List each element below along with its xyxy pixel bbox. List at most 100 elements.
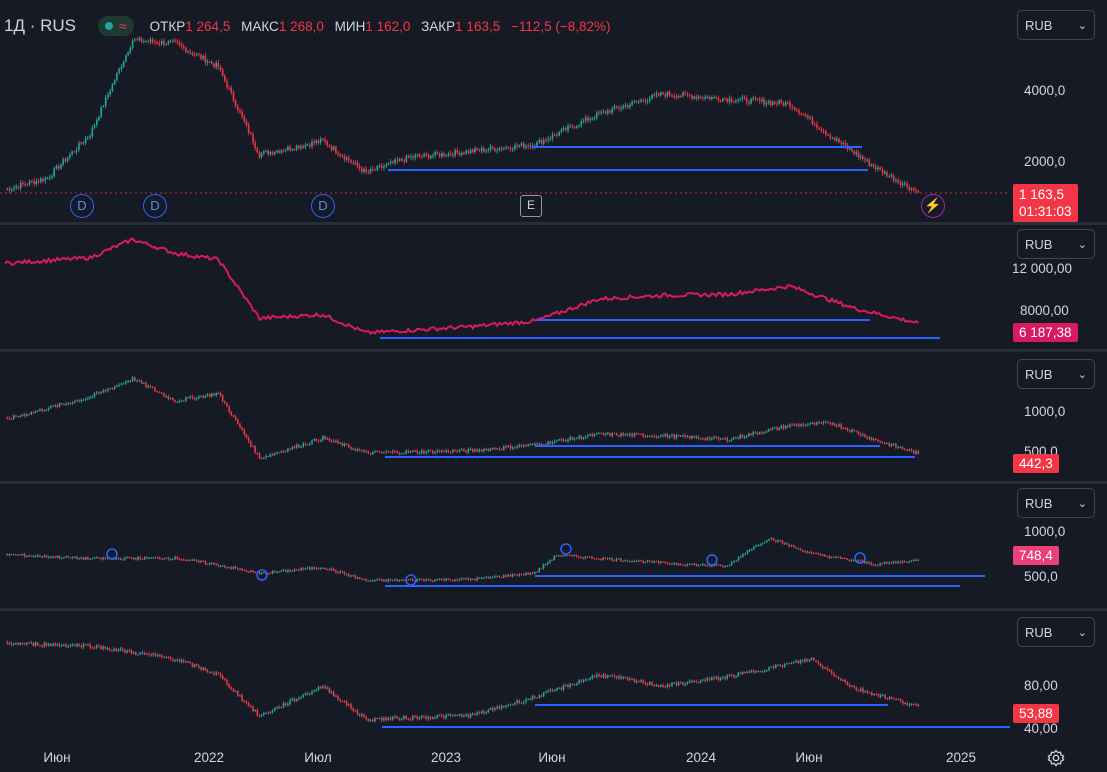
earnings-marker[interactable]: E (520, 195, 542, 217)
candle-body (673, 434, 675, 439)
candle-body (779, 540, 782, 542)
time-axis[interactable]: Июн 2022 Июл 2023 Июн 2024 Июн 2025 (0, 744, 1107, 772)
candle-body (87, 644, 89, 646)
candle-body (593, 118, 596, 120)
dividend-dot-icon[interactable] (854, 552, 866, 564)
candle-body (165, 44, 167, 46)
candle-body (306, 444, 309, 446)
market-status[interactable]: ≈ (97, 16, 134, 36)
candle-body (185, 397, 187, 401)
candle-body (93, 125, 96, 128)
candle-body (26, 556, 28, 557)
currency-select[interactable]: RUB ⌄ (1017, 617, 1095, 647)
candle-body (569, 437, 571, 440)
candle-body (798, 424, 800, 427)
candle-body (412, 579, 414, 581)
candle-body (161, 655, 163, 658)
candle-body (759, 671, 762, 673)
candle-body (350, 575, 352, 577)
candle-body (145, 382, 147, 387)
candle-body (507, 704, 509, 706)
candle-body (611, 433, 613, 436)
candle-body (156, 557, 159, 559)
currency-select[interactable]: RUB ⌄ (1017, 359, 1095, 389)
candle-body (620, 108, 622, 109)
dividend-marker[interactable]: D (70, 194, 94, 218)
candle-body (128, 650, 131, 652)
candle-body (821, 554, 824, 556)
stock-pane-3[interactable]: RUB ⌄ 1000,0 500,0 442,3 (0, 352, 1107, 484)
candle-body (750, 433, 752, 436)
currency-select[interactable]: RUB ⌄ (1017, 10, 1095, 40)
dividend-marker[interactable]: D (311, 194, 335, 218)
candle-body (284, 703, 287, 706)
candle-body (328, 438, 331, 441)
candle-body (589, 556, 591, 558)
candle-body (54, 643, 56, 646)
candle-body (489, 577, 492, 579)
lightning-icon[interactable]: ⚡ (921, 194, 945, 218)
candle-body (498, 148, 501, 151)
candle-body (640, 680, 642, 682)
candle-body (206, 394, 209, 396)
index-chart-svg[interactable] (0, 225, 1010, 349)
candle-body (15, 554, 17, 556)
currency-select[interactable]: RUB ⌄ (1017, 229, 1095, 259)
candle-body (282, 150, 285, 152)
series-2 (6, 376, 920, 460)
candle-body (339, 699, 341, 701)
main-price-pane[interactable]: RUB ⌄ 4000,0 2000,0 1 163,5 01:31:03 D D … (0, 0, 1107, 225)
candle-body (293, 149, 296, 151)
dividend-dot-icon[interactable] (405, 574, 417, 586)
candle-body (198, 560, 200, 563)
candle-body (427, 450, 430, 452)
dividend-marker[interactable]: D (143, 194, 167, 218)
settings-gear-icon[interactable] (1047, 749, 1065, 767)
candle-body (130, 557, 133, 559)
candle-body (877, 564, 879, 566)
stock-chart-svg-5[interactable] (0, 611, 1010, 744)
stock-chart-svg-3[interactable] (0, 352, 1010, 481)
candle-body (866, 159, 868, 161)
candle-body (178, 42, 181, 45)
dividend-dot-icon[interactable] (256, 569, 268, 581)
candle-body (509, 148, 512, 150)
index-pane[interactable]: RUB ⌄ 12 000,00 8000,00 6 187,38 (0, 225, 1107, 352)
candle-body (668, 684, 671, 687)
candle-body (54, 556, 56, 558)
dividend-dot-icon[interactable] (106, 548, 118, 560)
candle-body (361, 714, 363, 716)
candle-body (284, 451, 287, 453)
candle-body (855, 687, 858, 691)
stock-pane-5[interactable]: RUB ⌄ 80,00 40,00 53,88 (0, 611, 1107, 744)
stock-chart-svg-4[interactable] (0, 484, 1010, 608)
candle-body (234, 566, 237, 569)
candle-body (217, 564, 220, 567)
candle-body (732, 101, 735, 103)
candle-body (221, 675, 224, 679)
candle-body (403, 453, 405, 455)
stock-pane-4[interactable]: RUB ⌄ 1000,0 500,0 748,4 (0, 484, 1107, 611)
candle-body (467, 449, 470, 453)
candle-body (837, 556, 839, 558)
candle-body (315, 140, 318, 144)
currency-select[interactable]: RUB ⌄ (1017, 488, 1095, 518)
candle-body (122, 648, 124, 650)
symbol-title[interactable]: 1Д · RUS (4, 16, 76, 35)
candle-body (897, 447, 899, 449)
candle-body (356, 577, 359, 579)
candle-body (436, 152, 439, 154)
candle-body (304, 568, 307, 570)
candle-body (571, 555, 573, 557)
candle-body (324, 436, 326, 439)
dividend-dot-icon[interactable] (560, 543, 572, 555)
high-value: 1 268,0 (278, 18, 324, 34)
dividend-dot-icon[interactable] (706, 554, 718, 566)
candle-body (100, 106, 102, 117)
candle-body (748, 671, 751, 673)
candle-body (30, 412, 32, 415)
candle-body (615, 558, 618, 561)
candle-body (915, 559, 917, 561)
candle-body (378, 165, 381, 167)
price-chart-svg[interactable] (0, 0, 1010, 222)
